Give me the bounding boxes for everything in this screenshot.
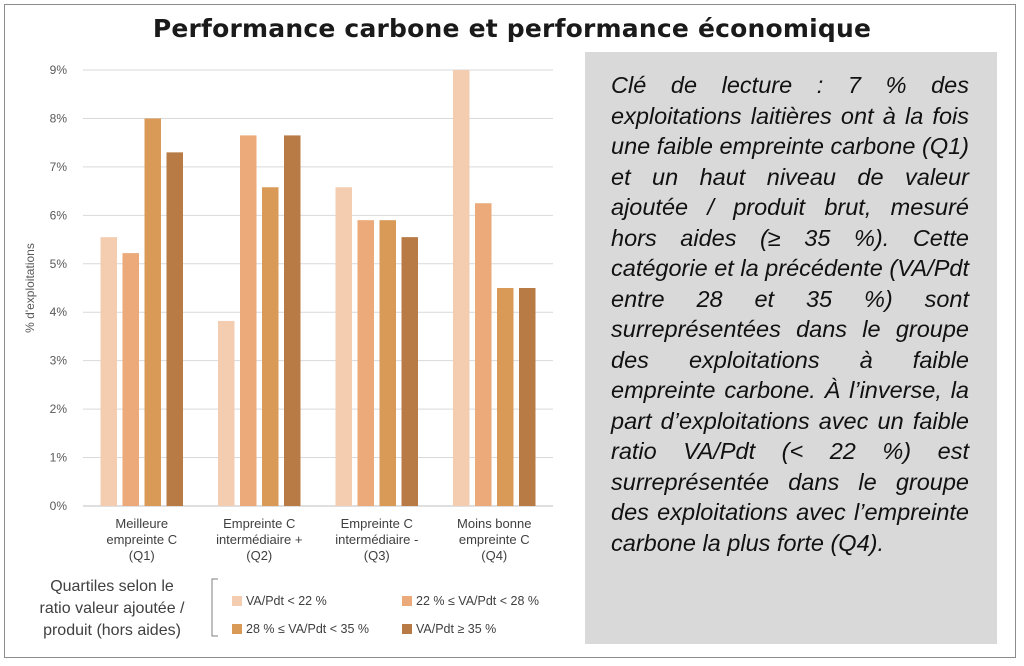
- x-category-label: (Q4): [481, 548, 507, 563]
- y-axis-label: % d'exploitations: [23, 243, 37, 333]
- y-tick-label: 6%: [50, 208, 68, 222]
- legend-title: ratio valeur ajoutée /: [40, 600, 186, 617]
- bar: [166, 152, 183, 506]
- bar: [335, 187, 352, 507]
- legend-swatch: [402, 624, 412, 634]
- bar: [357, 220, 374, 506]
- bar: [401, 237, 418, 506]
- legend-swatch: [232, 624, 242, 634]
- bar: [144, 118, 161, 506]
- legend-label: VA/Pdt < 22 %: [246, 594, 327, 608]
- x-category-label: (Q1): [129, 548, 155, 563]
- x-category-label: Moins bonne: [457, 516, 531, 531]
- legend-label: VA/Pdt ≥ 35 %: [416, 622, 496, 636]
- x-category-label: empreinte C: [106, 532, 177, 547]
- legend-label: 22 % ≤ VA/Pdt < 28 %: [416, 594, 539, 608]
- bar: [379, 220, 396, 506]
- x-category-label: (Q3): [364, 548, 390, 563]
- y-tick-label: 7%: [50, 160, 68, 174]
- x-category-label: Empreinte C: [341, 516, 413, 531]
- x-category-label: empreinte C: [459, 532, 530, 547]
- bar: [453, 70, 470, 506]
- bar: [284, 135, 301, 506]
- bar: [240, 135, 257, 506]
- y-tick-label: 4%: [50, 305, 68, 319]
- y-tick-label: 2%: [50, 402, 68, 416]
- reading-key-box: Clé de lecture : 7 % des exploitations l…: [585, 52, 997, 644]
- x-category-label: intermédiaire -: [335, 532, 418, 547]
- x-category-label: Empreinte C: [223, 516, 295, 531]
- legend-swatch: [232, 596, 242, 606]
- x-category-label: (Q2): [246, 548, 272, 563]
- y-tick-label: 0%: [50, 499, 68, 513]
- legend-title: produit (hors aides): [43, 622, 181, 639]
- figure-frame: [4, 4, 1016, 658]
- legend-swatch: [402, 596, 412, 606]
- bar: [100, 237, 117, 506]
- bar: [262, 187, 279, 507]
- legend-title: Quartiles selon le: [50, 578, 174, 595]
- y-tick-label: 5%: [50, 257, 68, 271]
- y-tick-label: 8%: [50, 111, 68, 125]
- x-category-label: Meilleure: [115, 516, 168, 531]
- x-category-label: intermédiaire +: [216, 532, 302, 547]
- bar: [122, 253, 139, 506]
- chart-title: Performance carbone et performance écono…: [152, 14, 872, 43]
- legend-label: 28 % ≤ VA/Pdt < 35 %: [246, 622, 369, 636]
- reading-key-text: Clé de lecture : 7 % des exploitations l…: [611, 72, 969, 556]
- legend-bracket: [211, 578, 218, 637]
- y-tick-label: 3%: [50, 354, 68, 368]
- bar: [497, 288, 514, 506]
- bar: [519, 288, 536, 506]
- y-tick-label: 1%: [50, 451, 68, 465]
- y-tick-label: 9%: [50, 63, 68, 77]
- bar: [218, 320, 235, 506]
- bar: [475, 203, 492, 506]
